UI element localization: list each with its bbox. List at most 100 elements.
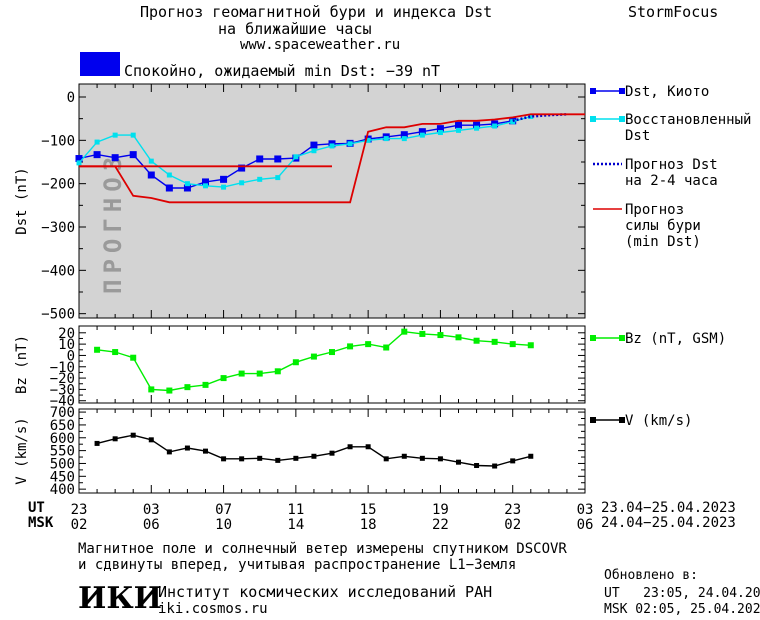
- data-point-dst: [510, 119, 516, 125]
- legend-marker: [590, 417, 596, 423]
- forecast-band-label: ПРОГНОЗ: [99, 151, 127, 294]
- data-point-v: [456, 459, 461, 465]
- data-point-dst: [166, 172, 172, 178]
- data-point-dst: [418, 128, 426, 136]
- status-text: Спокойно, ожидаемый min Dst: −39 nT: [124, 62, 441, 80]
- msk-label: MSK: [28, 515, 54, 531]
- status-indicator: [80, 52, 120, 76]
- y-axis-label-dst: Dst (nT): [14, 167, 30, 234]
- data-point-dst: [203, 183, 208, 189]
- data-point-bz: [455, 334, 462, 341]
- footnote-line1: Магнитное поле и солнечный ветер измерен…: [78, 541, 567, 557]
- data-point-dst: [347, 141, 353, 147]
- chart-title: Прогноз геомагнитной бури и индекса Dst: [140, 3, 493, 21]
- x-tick-label-msk: 06: [577, 517, 594, 533]
- legend-marker: [590, 335, 596, 341]
- y-tick-label: −20: [50, 371, 75, 387]
- y-tick-label: 400: [50, 482, 75, 498]
- data-point-dst: [492, 123, 498, 129]
- legend-dst: Dst, Киото: [625, 84, 710, 100]
- data-point-v: [510, 458, 516, 464]
- data-point-dst: [455, 121, 462, 129]
- x-tick-label-msk: 02: [71, 517, 88, 533]
- data-point-bz: [491, 338, 498, 345]
- legend-marker: [590, 88, 596, 94]
- data-point-v: [184, 445, 190, 451]
- x-tick-label-msk: 10: [215, 517, 232, 533]
- data-point-dst: [400, 131, 408, 139]
- data-point-bz: [473, 337, 480, 344]
- data-point-dst: [474, 125, 480, 131]
- data-point-dst: [75, 155, 83, 163]
- y-tick-label: 550: [50, 444, 75, 460]
- series-line-dst-3: [79, 113, 585, 204]
- data-point-v: [474, 463, 480, 469]
- y-tick-label: 450: [50, 469, 75, 485]
- institute-site[interactable]: iki.cosmos.ru: [158, 601, 268, 617]
- forecast-band: [79, 84, 585, 318]
- legend-restored-2: Dst: [625, 128, 651, 144]
- data-point-bz: [437, 332, 444, 339]
- data-point-bz: [256, 370, 263, 377]
- legend-v: V (km/s): [625, 413, 693, 429]
- legend-marker: [619, 417, 625, 423]
- x-tick-label-msk: 18: [360, 517, 377, 533]
- chart-title-line2: на ближайшие часы: [218, 20, 372, 38]
- y-tick-label: 600: [50, 431, 75, 447]
- brand-name: StormFocus: [628, 3, 719, 21]
- legend-marker: [619, 88, 625, 94]
- data-point-v: [492, 463, 498, 469]
- msk-range: 24.04−25.04.2023: [601, 515, 736, 531]
- data-point-dst: [437, 130, 443, 136]
- data-point-dst: [528, 114, 534, 119]
- updated-ut: UT 23:05, 24.04.2023: [604, 586, 760, 601]
- data-point-bz: [166, 387, 173, 394]
- data-point-v: [329, 450, 335, 456]
- data-point-dst: [76, 160, 82, 166]
- data-point-dst: [293, 154, 299, 160]
- data-point-bz: [202, 381, 209, 388]
- legend-marker: [619, 335, 625, 341]
- data-point-dst: [184, 181, 190, 187]
- y-tick-label: −100: [41, 133, 75, 149]
- y-tick-label: 20: [58, 326, 75, 342]
- data-point-bz: [310, 353, 317, 360]
- data-point-bz: [238, 370, 245, 377]
- legend-marker: [619, 116, 625, 122]
- data-point-dst: [239, 180, 245, 186]
- data-point-v: [94, 440, 100, 446]
- data-point-v: [528, 453, 534, 459]
- data-point-dst: [183, 184, 191, 192]
- y-tick-label: −200: [41, 177, 75, 193]
- data-point-v: [437, 456, 443, 462]
- data-point-dst: [456, 127, 461, 133]
- data-point-dst: [311, 148, 317, 154]
- site-url[interactable]: www.spaceweather.ru: [240, 37, 401, 53]
- x-tick-label-ut: 07: [215, 502, 232, 518]
- data-point-v: [239, 456, 245, 462]
- data-point-bz: [347, 343, 354, 350]
- data-point-dst: [238, 164, 246, 172]
- data-point-dst: [94, 139, 100, 145]
- y-tick-label: −300: [41, 220, 75, 236]
- data-point-dst: [93, 151, 101, 159]
- y-tick-label: 0: [67, 348, 75, 364]
- data-point-dst: [165, 184, 173, 192]
- data-point-bz: [419, 330, 426, 337]
- data-point-bz: [112, 349, 119, 356]
- data-point-v: [148, 437, 154, 443]
- panel-frame-bz: [78, 325, 586, 404]
- data-point-dst: [256, 155, 264, 163]
- series-line-bz-0: [97, 330, 531, 392]
- data-point-dst: [310, 141, 318, 149]
- data-point-bz: [220, 375, 227, 382]
- data-point-dst: [329, 143, 335, 149]
- data-point-v: [293, 455, 299, 461]
- data-point-bz: [274, 368, 281, 375]
- data-point-dst: [147, 171, 155, 179]
- x-tick-label-msk: 22: [432, 517, 449, 533]
- data-point-dst: [419, 132, 425, 138]
- data-point-dst: [130, 132, 136, 138]
- data-point-v: [130, 432, 136, 438]
